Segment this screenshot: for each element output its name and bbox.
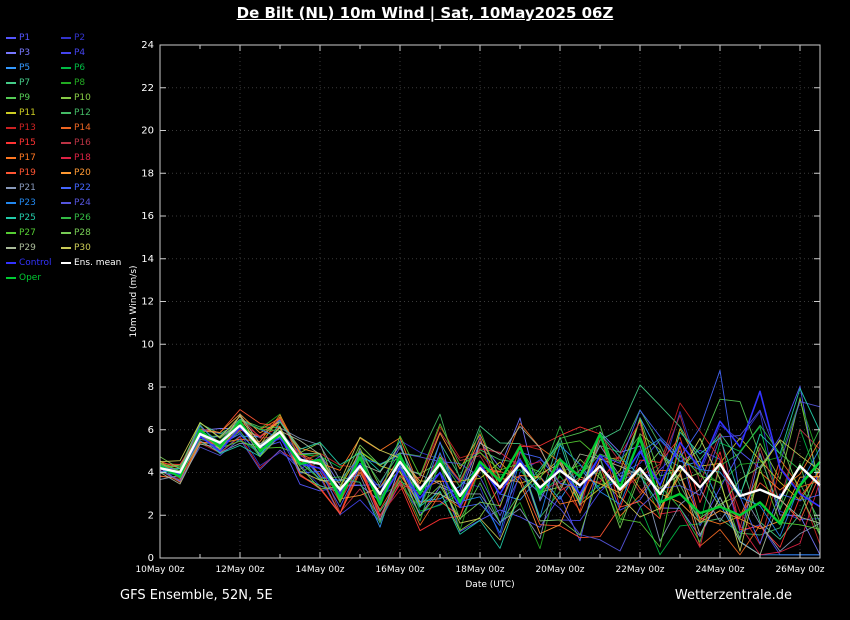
svg-text:22May 00z: 22May 00z [615,565,664,575]
svg-text:4: 4 [148,468,154,479]
svg-text:12: 12 [141,297,154,308]
footer-site-label: Wetterzentrale.de [675,588,792,603]
svg-text:14May 00z: 14May 00z [295,565,344,575]
svg-text:20: 20 [141,126,154,137]
svg-text:10May 00z: 10May 00z [135,565,184,575]
svg-text:26May 00z: 26May 00z [775,565,824,575]
svg-text:24: 24 [141,40,154,51]
svg-text:6: 6 [148,425,154,436]
svg-text:10: 10 [141,339,154,350]
svg-text:0: 0 [148,553,154,564]
svg-text:2: 2 [148,510,154,521]
svg-text:12May 00z: 12May 00z [215,565,264,575]
svg-text:8: 8 [148,382,154,393]
svg-text:18May 00z: 18May 00z [455,565,504,575]
footer-model-label: GFS Ensemble, 52N, 5E [120,588,273,603]
svg-text:16: 16 [141,211,154,222]
svg-text:22: 22 [141,83,154,94]
svg-text:24May 00z: 24May 00z [695,565,744,575]
svg-text:14: 14 [141,254,154,265]
svg-text:Date (UTC): Date (UTC) [465,580,514,590]
ensemble-chart-page: De Bilt (NL) 10m Wind | Sat, 10May2025 0… [0,0,850,620]
svg-text:18: 18 [141,168,154,179]
svg-text:16May 00z: 16May 00z [375,565,424,575]
chart-canvas: 02468101214161820222410May 00z12May 00z1… [0,0,850,620]
svg-text:20May 00z: 20May 00z [535,565,584,575]
svg-text:10m Wind (m/s): 10m Wind (m/s) [129,265,139,337]
